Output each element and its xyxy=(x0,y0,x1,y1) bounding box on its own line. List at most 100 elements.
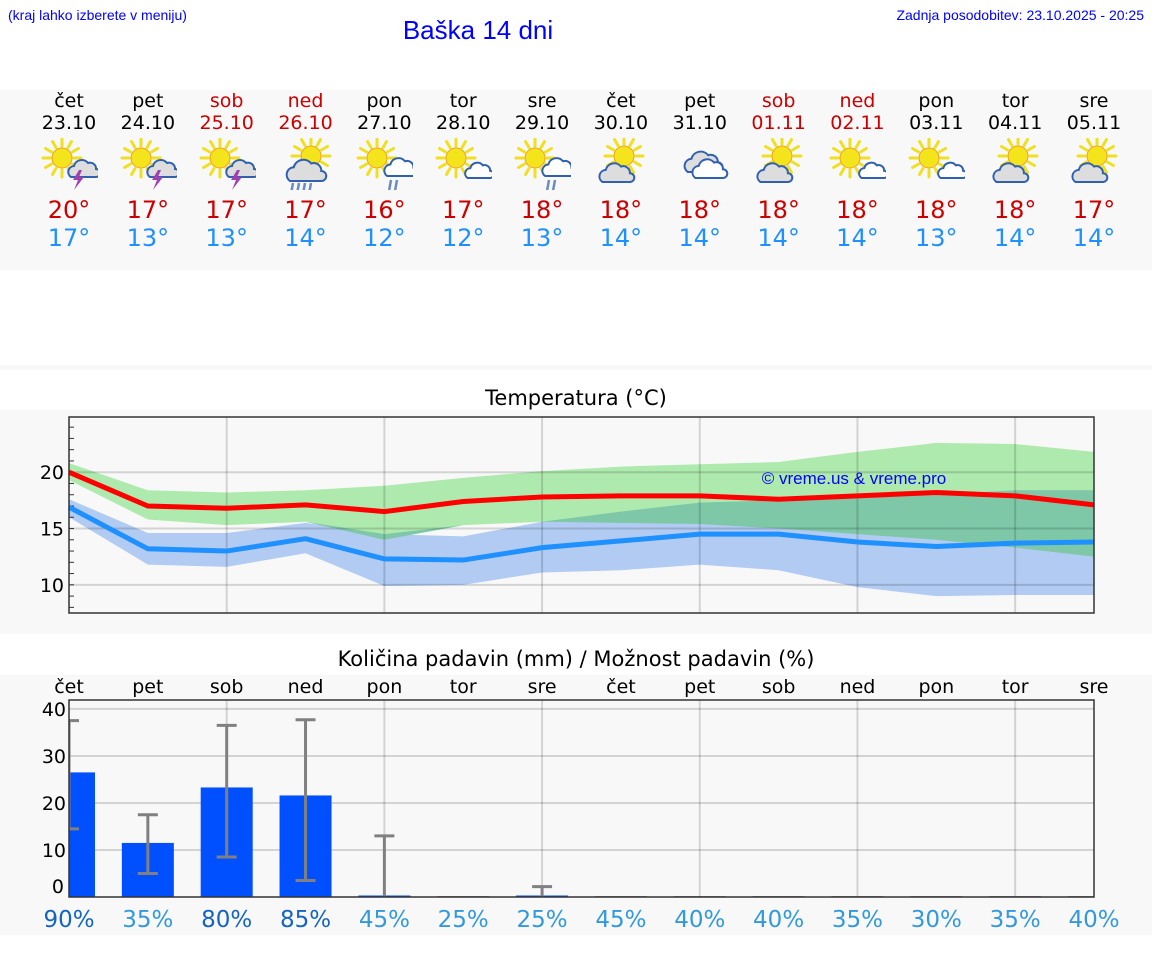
day-column: pon 03.11 18° 13° xyxy=(897,90,975,252)
day-name: sob xyxy=(209,90,244,112)
day-column: čet 30.10 18° 14° xyxy=(582,90,660,252)
daily-forecast-strip: čet 23.10 20° 17° pet 24.10 17° 13° sob 25… xyxy=(0,90,1152,270)
day-label: tor xyxy=(450,676,477,698)
day-column: pon 27.10 16° 12° xyxy=(345,90,423,252)
y-tick-label: 40 xyxy=(42,699,66,721)
max-temperature: 17° xyxy=(126,196,170,224)
day-date: 26.10 xyxy=(278,112,333,134)
max-temperature: 16° xyxy=(363,196,406,224)
day-name: čet xyxy=(606,90,636,112)
y-tick-label: 20 xyxy=(40,462,64,484)
precipitation-chart-title: Količina padavin (mm) / Možnost padavin … xyxy=(337,647,815,671)
precipitation-bar xyxy=(69,772,95,897)
day-column: sob 01.11 18° 14° xyxy=(740,90,818,252)
day-name: sre xyxy=(1079,90,1109,112)
max-temperature: 18° xyxy=(599,196,643,224)
page-title: Baška 14 dni xyxy=(402,15,554,45)
plot-frame xyxy=(68,699,1095,898)
max-temperature-line xyxy=(68,469,1095,515)
divider xyxy=(0,365,1152,370)
day-column: pet 31.10 18° 14° xyxy=(661,90,739,252)
day-name: sob xyxy=(761,90,796,112)
y-tick-label: 0 xyxy=(52,876,64,898)
day-date: 01.11 xyxy=(751,112,806,134)
day-label: tor xyxy=(1002,676,1029,698)
max-temperature: 20° xyxy=(47,196,91,224)
day-date: 24.10 xyxy=(120,112,176,134)
day-column: čet 23.10 20° 17° xyxy=(30,90,108,252)
max-temperature: 17° xyxy=(284,196,327,224)
sun-small-cloud-icon xyxy=(908,138,966,179)
min-temperature: 14° xyxy=(1072,224,1116,252)
precipitation-probability: 40% xyxy=(1068,907,1119,933)
watermark: © vreme.us & vreme.pro xyxy=(762,469,946,488)
precipitation-probability: 35% xyxy=(990,907,1041,933)
min-temperature: 13° xyxy=(520,224,564,252)
day-column: ned 02.11 18° 14° xyxy=(818,90,896,252)
day-label: čet xyxy=(606,676,636,698)
min-temperature: 14° xyxy=(284,224,327,252)
day-date: 29.10 xyxy=(514,112,570,134)
day-column: sre 29.10 18° 13° xyxy=(503,90,581,252)
day-label: ned xyxy=(288,676,324,698)
precipitation-probability: 40% xyxy=(674,907,725,933)
day-label: sre xyxy=(1080,676,1109,698)
day-label: čet xyxy=(54,676,84,698)
sun-big-cloud-icon xyxy=(756,138,803,183)
day-date: 27.10 xyxy=(357,112,412,134)
precipitation-probability: 85% xyxy=(280,907,331,933)
min-temperature: 12° xyxy=(363,224,406,252)
max-temperature: 18° xyxy=(757,196,800,224)
clouds-icon xyxy=(683,150,729,179)
min-temperature-line xyxy=(67,504,1095,563)
plot-frame xyxy=(68,416,1095,614)
min-temperature: 14° xyxy=(993,224,1037,252)
day-date: 04.11 xyxy=(987,112,1043,134)
min-temperature: 13° xyxy=(915,224,958,252)
day-name: ned xyxy=(839,90,876,112)
day-date: 23.10 xyxy=(41,112,97,134)
min-temperature: 14° xyxy=(836,224,879,252)
precipitation-probability: 90% xyxy=(43,907,94,933)
min-temperature: 12° xyxy=(441,224,485,252)
day-name: ned xyxy=(287,90,324,112)
day-column: tor 04.11 18° 14° xyxy=(976,90,1054,252)
precipitation-probability: 45% xyxy=(595,907,646,933)
day-date: 31.10 xyxy=(672,112,727,134)
sun-thunder-icon xyxy=(120,138,177,190)
min-temperature: 13° xyxy=(126,224,170,252)
sun-small-cloud-rain-icon xyxy=(356,138,414,190)
precipitation-probability: 35% xyxy=(122,907,173,933)
day-name: tor xyxy=(449,90,477,112)
precipitation-probability: 30% xyxy=(911,907,962,933)
sun-thunder-icon xyxy=(41,138,98,190)
sun-big-cloud-icon xyxy=(598,138,645,183)
day-name: tor xyxy=(1001,90,1029,112)
day-label: pet xyxy=(132,676,163,698)
y-tick-label: 10 xyxy=(42,840,66,862)
y-tick-label: 15 xyxy=(40,519,64,541)
day-name: pon xyxy=(918,90,955,112)
max-temperature: 17° xyxy=(441,196,485,224)
max-temperature: 18° xyxy=(915,196,958,224)
day-name: pet xyxy=(132,90,164,112)
sun-small-cloud-icon xyxy=(435,138,493,179)
location-hint: (kraj lahko izberete v meniju) xyxy=(8,7,187,23)
min-temperature: 14° xyxy=(678,224,722,252)
max-temperature: 18° xyxy=(520,196,564,224)
day-date: 25.10 xyxy=(199,112,254,134)
min-temperature: 13° xyxy=(205,224,248,252)
day-column: pet 24.10 17° 13° xyxy=(109,90,187,252)
sun-big-cloud-icon xyxy=(992,138,1039,183)
temperature-chart-title: Temperatura (°C) xyxy=(485,386,667,410)
day-label: sob xyxy=(210,676,244,698)
band-overlap xyxy=(69,480,1094,557)
sun-big-cloud-icon xyxy=(1071,138,1118,183)
y-tick-label: 30 xyxy=(42,746,66,768)
max-temperature: 18° xyxy=(836,196,879,224)
max-temperature: 17° xyxy=(205,196,248,224)
sun-small-cloud-icon xyxy=(829,138,887,179)
precipitation-probability: 45% xyxy=(359,907,410,933)
day-column: sre 05.11 17° 14° xyxy=(1055,90,1133,252)
